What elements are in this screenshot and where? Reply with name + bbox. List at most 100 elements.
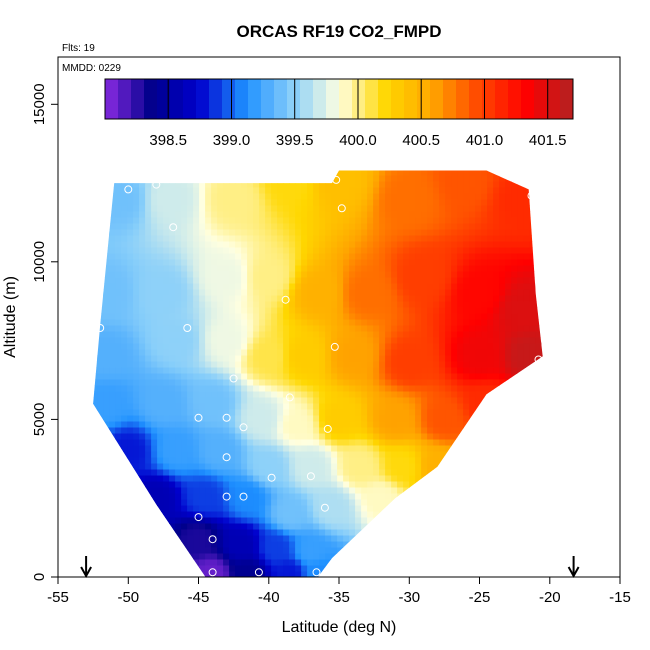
heatmap-cell: [115, 481, 122, 488]
heatmap-cell: [445, 277, 452, 284]
heatmap-cell: [109, 181, 116, 188]
heatmap-cell: [253, 241, 260, 248]
heatmap-cell: [349, 235, 356, 242]
heatmap-cell: [205, 283, 212, 290]
heatmap-cell: [289, 271, 296, 278]
heatmap-cell: [157, 415, 164, 422]
heatmap-cell: [247, 517, 254, 524]
heatmap-cell: [433, 415, 440, 422]
heatmap-cell: [427, 325, 434, 332]
heatmap-cell: [93, 181, 98, 188]
heatmap-cell: [505, 451, 512, 458]
heatmap-cell: [265, 313, 272, 320]
heatmap-cell: [241, 229, 248, 236]
heatmap-cell: [427, 361, 434, 368]
heatmap-cell: [103, 409, 110, 416]
heatmap-cell: [415, 385, 422, 392]
heatmap-cell: [175, 289, 182, 296]
heatmap-cell: [385, 181, 392, 188]
heatmap-cell: [439, 499, 446, 506]
heatmap-cell: [535, 439, 542, 446]
heatmap-cell: [403, 289, 410, 296]
heatmap-cell: [343, 253, 350, 260]
heatmap-cell: [313, 325, 320, 332]
heatmap-cell: [349, 511, 356, 518]
heatmap-cell: [385, 379, 392, 386]
heatmap-cell: [169, 253, 176, 260]
heatmap-cell: [163, 271, 170, 278]
heatmap-cell: [205, 505, 212, 512]
heatmap-cell: [277, 427, 284, 434]
heatmap-cell: [385, 277, 392, 284]
heatmap-cell: [547, 446, 553, 452]
heatmap-cell: [277, 361, 284, 368]
heatmap-cell: [93, 229, 98, 236]
heatmap-cell: [385, 223, 392, 230]
heatmap-cell: [493, 445, 500, 452]
heatmap-cell: [469, 415, 476, 422]
heatmap-cell: [187, 391, 194, 398]
heatmap-cell: [217, 349, 224, 356]
heatmap-cell: [109, 235, 116, 242]
heatmap-cell: [127, 481, 134, 488]
heatmap-cell: [547, 374, 553, 380]
heatmap-cell: [259, 211, 266, 218]
heatmap-cell: [337, 469, 344, 476]
heatmap-cell: [127, 355, 134, 362]
heatmap-cell: [307, 511, 314, 518]
heatmap-cell: [163, 475, 170, 482]
heatmap-cell: [355, 439, 362, 446]
heatmap-cell: [229, 427, 236, 434]
heatmap-cell: [349, 319, 356, 326]
heatmap-cell: [79, 446, 85, 452]
heatmap-cell: [361, 433, 368, 440]
heatmap-cell: [439, 289, 446, 296]
heatmap-cell: [535, 421, 542, 428]
heatmap-cell: [229, 361, 236, 368]
heatmap-cell: [367, 175, 374, 182]
heatmap-cell: [169, 523, 176, 530]
heatmap-cell: [385, 193, 392, 200]
heatmap-cell: [127, 427, 134, 434]
heatmap-cell: [175, 493, 182, 500]
heatmap-cell: [97, 187, 104, 194]
heatmap-cell: [547, 368, 553, 374]
heatmap-cell: [445, 211, 452, 218]
heatmap-cell: [361, 175, 368, 182]
heatmap-cell: [229, 175, 236, 182]
heatmap-cell: [247, 235, 254, 242]
heatmap-cell: [409, 313, 416, 320]
heatmap-cell: [133, 391, 140, 398]
heatmap-cell: [229, 283, 236, 290]
heatmap-cell: [427, 463, 434, 470]
heatmap-cell: [433, 343, 440, 350]
heatmap-cell: [493, 259, 500, 266]
heatmap-cell: [421, 223, 428, 230]
heatmap-cell: [421, 337, 428, 344]
heatmap-cell: [103, 451, 110, 458]
heatmap-cell: [265, 343, 272, 350]
heatmap-cell: [481, 253, 488, 260]
heatmap-cell: [529, 427, 536, 434]
heatmap-cell: [355, 385, 362, 392]
heatmap-cell: [187, 313, 194, 320]
heatmap-cell: [259, 265, 266, 272]
heatmap-cell: [367, 164, 373, 170]
heatmap-cell: [349, 397, 356, 404]
heatmap-cell: [79, 464, 85, 470]
heatmap-cell: [541, 211, 543, 218]
heatmap-cell: [127, 265, 134, 272]
heatmap-cell: [223, 325, 230, 332]
heatmap-cell: [415, 265, 422, 272]
heatmap-cell: [547, 206, 553, 212]
heatmap-cell: [79, 152, 85, 158]
heatmap-cell: [145, 164, 151, 170]
heatmap-cell: [205, 391, 212, 398]
heatmap-cell: [271, 343, 278, 350]
heatmap-cell: [337, 164, 343, 170]
heatmap-cell: [265, 391, 272, 398]
heatmap-cell: [349, 451, 356, 458]
heatmap-cell: [307, 373, 314, 380]
heatmap-cell: [175, 487, 182, 494]
heatmap-cell: [445, 361, 452, 368]
